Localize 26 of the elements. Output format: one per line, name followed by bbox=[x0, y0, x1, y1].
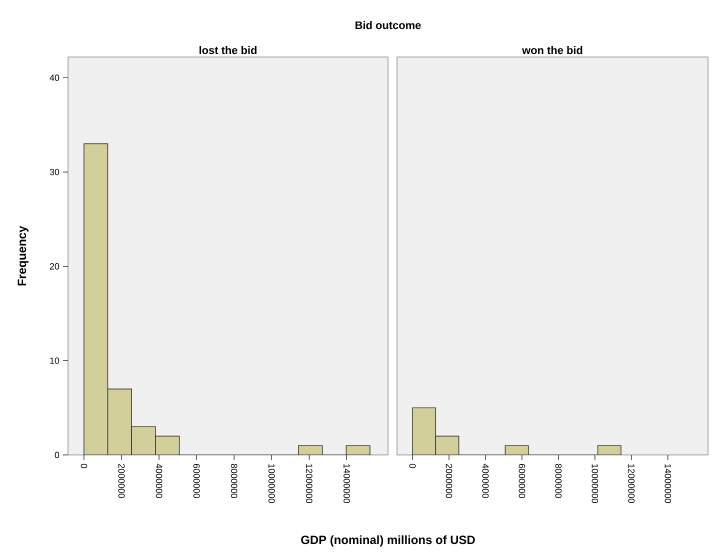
x-tick-label: 12000000 bbox=[628, 464, 635, 504]
x-tick-label: 12000000 bbox=[306, 464, 312, 504]
y-axis-title: Frequency bbox=[18, 226, 28, 286]
x-tick-label: 10000000 bbox=[268, 464, 275, 504]
x-tick-label: 8000000 bbox=[230, 464, 238, 498]
x-tick-label: 14000000 bbox=[344, 464, 350, 504]
chart-subtitle: lost the bid bbox=[200, 46, 256, 54]
x-tick-label: 0 bbox=[80, 464, 88, 468]
y-tick-label: 30 bbox=[50, 168, 60, 176]
x-tick-label: 10000000 bbox=[592, 464, 598, 504]
x-tick-label: 4000000 bbox=[156, 464, 162, 498]
chart-subtitle: won the bid bbox=[522, 46, 582, 54]
y-tick-label: 0 bbox=[54, 452, 60, 458]
x-tick-label: 14000000 bbox=[664, 464, 672, 504]
x-tick-label: 8000000 bbox=[555, 464, 562, 498]
x-tick-label: 2000000 bbox=[118, 464, 125, 498]
x-tick-label: 6000000 bbox=[193, 464, 200, 498]
y-tick-label: 20 bbox=[50, 263, 60, 270]
chart-title: Bid outcome bbox=[356, 21, 421, 30]
x-tick-label: 6000000 bbox=[518, 464, 526, 498]
x-axis-title: GDP (nominal) millions of USD bbox=[301, 535, 475, 546]
y-tick-label: 10 bbox=[50, 357, 60, 364]
x-tick-label: 2000000 bbox=[446, 464, 452, 498]
x-tick-label: 4000000 bbox=[482, 464, 489, 498]
x-tick-label: 0 bbox=[409, 464, 416, 468]
y-tick-label: 40 bbox=[50, 74, 60, 81]
